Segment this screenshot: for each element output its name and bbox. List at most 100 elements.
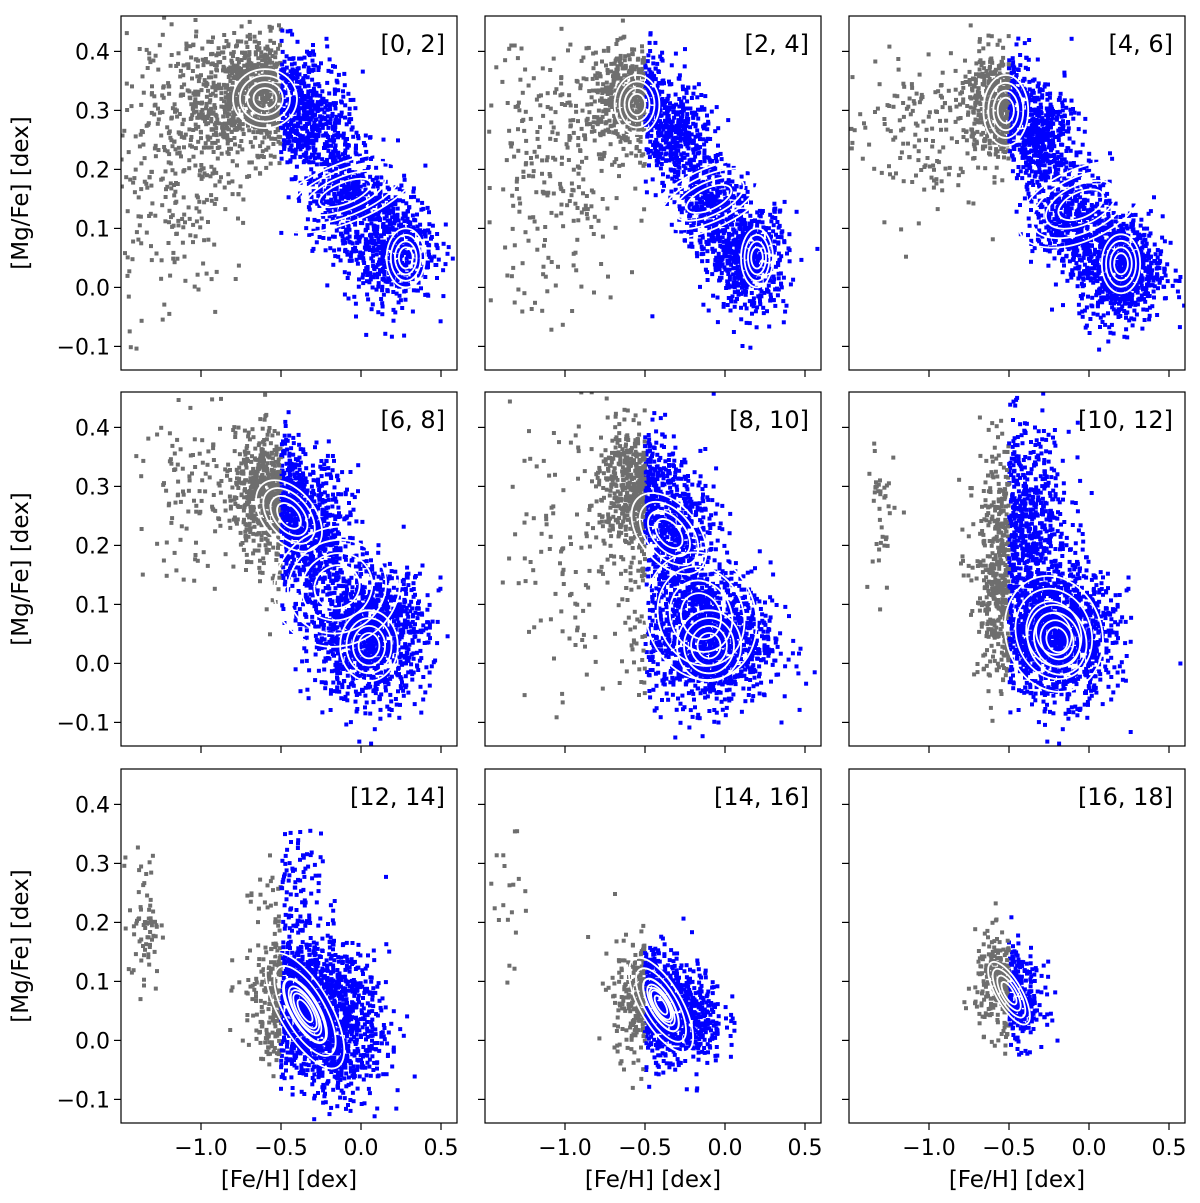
- point-metal-rich: [726, 178, 731, 183]
- point-metal-rich: [293, 136, 298, 141]
- point-metal-poor: [264, 84, 269, 89]
- point-metal-poor: [177, 150, 182, 155]
- point-metal-rich: [320, 107, 325, 112]
- point-metal-rich: [761, 311, 766, 316]
- point-metal-rich: [660, 79, 665, 84]
- point-metal-poor: [634, 124, 639, 129]
- point-metal-rich: [657, 111, 662, 116]
- point-metal-rich: [757, 213, 762, 218]
- point-metal-rich: [665, 97, 670, 102]
- point-metal-rich: [723, 248, 728, 252]
- point-metal-rich: [742, 227, 747, 231]
- point-metal-rich: [736, 292, 741, 297]
- point-metal-poor: [141, 142, 146, 147]
- density-contour: [252, 87, 278, 111]
- point-metal-rich: [728, 213, 732, 217]
- point-metal-poor: [516, 100, 521, 105]
- point-metal-poor: [173, 200, 178, 205]
- point-metal-poor: [272, 88, 277, 93]
- point-metal-rich: [301, 138, 306, 143]
- point-metal-rich: [701, 126, 706, 131]
- point-metal-rich: [689, 232, 694, 237]
- point-metal-poor: [253, 96, 258, 100]
- point-metal-rich: [324, 122, 329, 126]
- point-metal-rich: [357, 160, 362, 165]
- point-metal-rich: [698, 284, 702, 289]
- point-metal-rich: [733, 299, 738, 304]
- scatter-points: [121, 16, 455, 351]
- point-metal-poor: [205, 82, 210, 87]
- point-metal-poor: [176, 51, 181, 56]
- point-metal-poor: [260, 58, 265, 63]
- point-metal-rich: [314, 136, 319, 141]
- point-metal-poor: [596, 218, 601, 223]
- point-metal-poor: [175, 182, 180, 186]
- point-metal-poor: [567, 199, 572, 203]
- point-metal-poor: [208, 108, 213, 112]
- point-metal-poor: [554, 87, 559, 92]
- point-metal-rich: [375, 224, 380, 229]
- point-metal-rich: [747, 243, 752, 248]
- point-metal-rich: [708, 196, 713, 201]
- point-metal-rich: [401, 199, 406, 204]
- point-metal-poor: [252, 34, 257, 39]
- point-metal-poor: [261, 81, 266, 86]
- point-metal-poor: [229, 118, 234, 123]
- point-metal-poor: [204, 197, 209, 202]
- point-metal-rich: [732, 285, 737, 290]
- point-metal-poor: [630, 52, 635, 57]
- point-metal-poor: [625, 74, 630, 79]
- point-metal-poor: [214, 126, 219, 131]
- point-metal-rich: [351, 191, 355, 196]
- point-metal-poor: [156, 106, 160, 111]
- point-metal-rich: [347, 201, 352, 206]
- point-metal-poor: [614, 119, 619, 124]
- point-metal-rich: [396, 248, 401, 253]
- point-metal-rich: [312, 89, 317, 94]
- point-metal-rich: [728, 241, 732, 246]
- point-metal-rich: [771, 223, 776, 228]
- point-metal-rich: [411, 225, 416, 230]
- point-metal-poor: [239, 39, 244, 44]
- point-metal-poor: [265, 44, 270, 49]
- point-metal-poor: [223, 85, 228, 90]
- point-metal-poor: [638, 102, 643, 107]
- point-metal-rich: [737, 196, 742, 201]
- point-metal-rich: [666, 113, 671, 118]
- point-metal-poor: [171, 250, 176, 255]
- point-metal-rich: [371, 245, 376, 250]
- point-metal-poor: [170, 106, 175, 111]
- point-metal-rich: [711, 229, 716, 234]
- point-metal-poor: [507, 46, 512, 51]
- point-metal-poor: [126, 294, 131, 299]
- point-metal-poor: [639, 153, 644, 158]
- point-metal-rich: [368, 248, 372, 252]
- point-metal-rich: [305, 95, 310, 100]
- point-metal-rich: [380, 266, 385, 271]
- point-metal-rich: [644, 102, 649, 107]
- point-metal-rich: [355, 183, 360, 188]
- point-metal-poor: [603, 107, 608, 112]
- point-metal-rich: [306, 145, 311, 150]
- point-metal-rich: [368, 277, 373, 282]
- point-metal-rich: [411, 258, 416, 263]
- point-metal-rich: [648, 121, 653, 126]
- point-metal-rich: [279, 96, 284, 101]
- point-metal-rich: [430, 223, 435, 228]
- point-metal-rich: [755, 243, 760, 248]
- point-metal-poor: [259, 63, 264, 68]
- point-metal-rich: [689, 96, 694, 100]
- point-metal-rich: [295, 90, 300, 95]
- point-metal-rich: [766, 289, 771, 294]
- point-metal-rich: [354, 229, 359, 234]
- point-metal-poor: [620, 162, 625, 167]
- point-metal-rich: [422, 231, 427, 236]
- point-metal-poor: [235, 64, 240, 69]
- point-metal-poor: [254, 45, 259, 49]
- point-metal-poor: [187, 95, 192, 100]
- point-metal-rich: [332, 179, 337, 184]
- point-metal-poor: [165, 149, 170, 154]
- point-metal-rich: [289, 122, 293, 126]
- point-metal-rich: [645, 134, 650, 139]
- point-metal-rich: [686, 229, 691, 234]
